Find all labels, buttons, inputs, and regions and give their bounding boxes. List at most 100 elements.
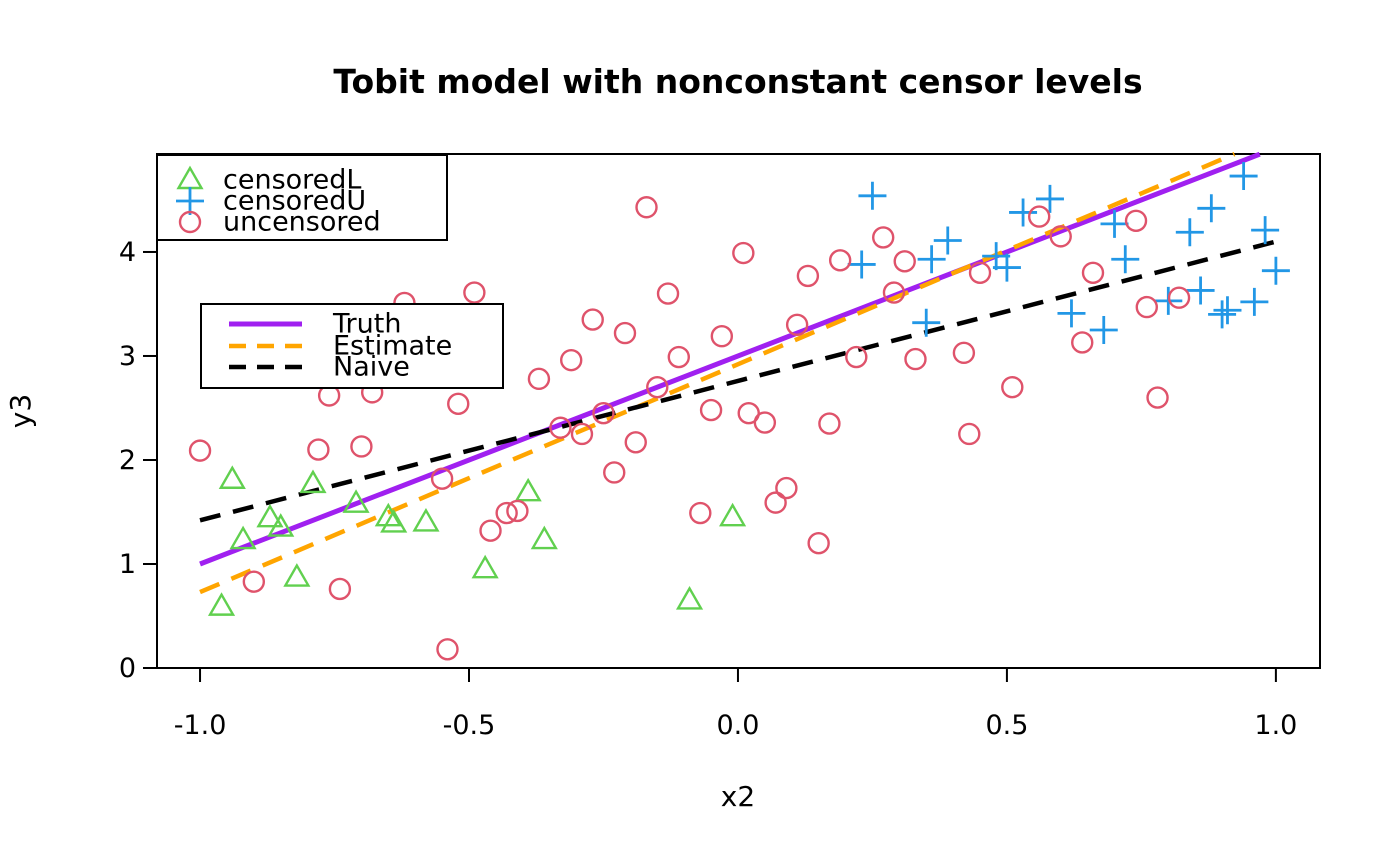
point-uncensored xyxy=(328,577,352,601)
x-tick-label: 0.5 xyxy=(985,710,1028,741)
point-uncensored xyxy=(430,467,454,490)
point-censoredL xyxy=(380,509,408,533)
point-uncensored xyxy=(872,226,895,249)
y-tick-label: 4 xyxy=(119,237,136,268)
point-legend-border xyxy=(156,154,448,241)
point-censoredL xyxy=(229,525,257,550)
point-uncensored xyxy=(952,341,976,365)
point-uncensored xyxy=(818,412,841,435)
point-uncensored xyxy=(753,411,777,434)
point-censoredL xyxy=(207,592,236,616)
point-censoredU xyxy=(912,308,941,337)
point-censoredU xyxy=(1186,276,1215,305)
line-truth xyxy=(199,151,1261,567)
plus-legend-icon xyxy=(176,187,204,215)
point-uncensored xyxy=(592,401,615,425)
point-censoredU xyxy=(1175,218,1204,247)
y-tick-label: 1 xyxy=(119,549,136,580)
legend-label-uncensored: uncensored xyxy=(223,207,381,238)
point-uncensored xyxy=(904,347,927,371)
point-uncensored xyxy=(656,282,680,305)
point-uncensored xyxy=(527,367,551,391)
point-uncensored xyxy=(667,345,690,369)
line-legend: Truth Estimate Naive xyxy=(200,303,504,389)
point-uncensored xyxy=(1146,386,1169,409)
legend-label-truth: Truth xyxy=(332,309,401,340)
point-uncensored xyxy=(893,250,916,273)
point-censoredL xyxy=(299,469,327,494)
point-censoredU xyxy=(917,245,946,274)
point-uncensored xyxy=(710,325,734,348)
point-censoredL xyxy=(530,525,558,550)
point-censoredL xyxy=(267,513,295,537)
legend-label-estimate: Estimate xyxy=(333,331,452,362)
point-uncensored xyxy=(882,281,906,304)
point-uncensored xyxy=(764,491,787,514)
x-tick-label: -0.5 xyxy=(443,710,496,741)
point-uncensored xyxy=(1124,209,1148,232)
point-uncensored xyxy=(506,499,529,523)
point-uncensored xyxy=(242,570,266,593)
point-censoredL xyxy=(675,585,704,610)
point-censoredU xyxy=(1240,287,1269,316)
point-censoredU xyxy=(858,181,887,210)
plot-border xyxy=(156,153,1321,669)
point-uncensored xyxy=(581,308,604,331)
point-censoredU xyxy=(1009,198,1038,227)
point-censoredU xyxy=(1154,286,1183,315)
point-uncensored xyxy=(646,375,669,399)
point-uncensored xyxy=(1001,375,1024,399)
point-censoredU xyxy=(1208,300,1237,329)
point-uncensored xyxy=(732,241,755,265)
point-uncensored xyxy=(1071,331,1094,354)
point-uncensored xyxy=(689,501,712,525)
x-axis-label: x2 xyxy=(721,780,755,813)
point-uncensored xyxy=(775,476,798,500)
point-uncensored xyxy=(447,392,470,416)
point-legend-markers xyxy=(176,165,204,234)
y-tick-label: 0 xyxy=(119,653,136,684)
point-censoredU xyxy=(992,253,1021,282)
point-uncensored xyxy=(807,531,830,555)
point-uncensored xyxy=(479,519,502,542)
line-legend-border xyxy=(200,303,504,389)
point-censoredU xyxy=(1251,216,1280,245)
point-censoredL xyxy=(719,502,747,527)
point-censoredU xyxy=(847,250,876,279)
point-censoredL xyxy=(374,502,402,527)
point-censoredU xyxy=(1057,299,1086,328)
point-uncensored xyxy=(549,416,572,439)
scatter-points xyxy=(188,162,1290,661)
point-uncensored xyxy=(436,638,459,661)
point-uncensored xyxy=(613,321,637,345)
point-uncensored xyxy=(699,398,723,422)
point-censoredL xyxy=(514,477,542,502)
point-uncensored xyxy=(350,435,373,458)
point-uncensored xyxy=(1167,286,1191,309)
point-uncensored xyxy=(828,249,852,272)
point-uncensored xyxy=(785,313,809,336)
legend-label-censoredU: censoredU xyxy=(223,186,366,217)
chart-title: Tobit model with nonconstant censor leve… xyxy=(333,62,1142,101)
point-censoredL xyxy=(218,465,246,489)
point-uncensored xyxy=(635,196,658,219)
line-naive xyxy=(199,239,1277,523)
point-uncensored xyxy=(624,431,647,454)
point-censoredU xyxy=(1261,256,1290,285)
line-legend-swatches xyxy=(229,321,302,370)
point-uncensored xyxy=(560,348,583,372)
point-censoredU xyxy=(933,226,962,255)
point-censoredL xyxy=(256,503,284,528)
point-censoredU xyxy=(1229,162,1258,191)
point-uncensored xyxy=(495,501,518,525)
x-tick-label: 0.0 xyxy=(716,710,759,741)
point-uncensored xyxy=(463,281,486,304)
point-uncensored xyxy=(603,461,626,484)
point-censoredU xyxy=(1100,209,1129,238)
point-uncensored xyxy=(958,422,981,446)
point-uncensored xyxy=(1135,295,1158,319)
legend-label-censoredL: censoredL xyxy=(223,165,361,196)
point-uncensored xyxy=(968,261,992,284)
